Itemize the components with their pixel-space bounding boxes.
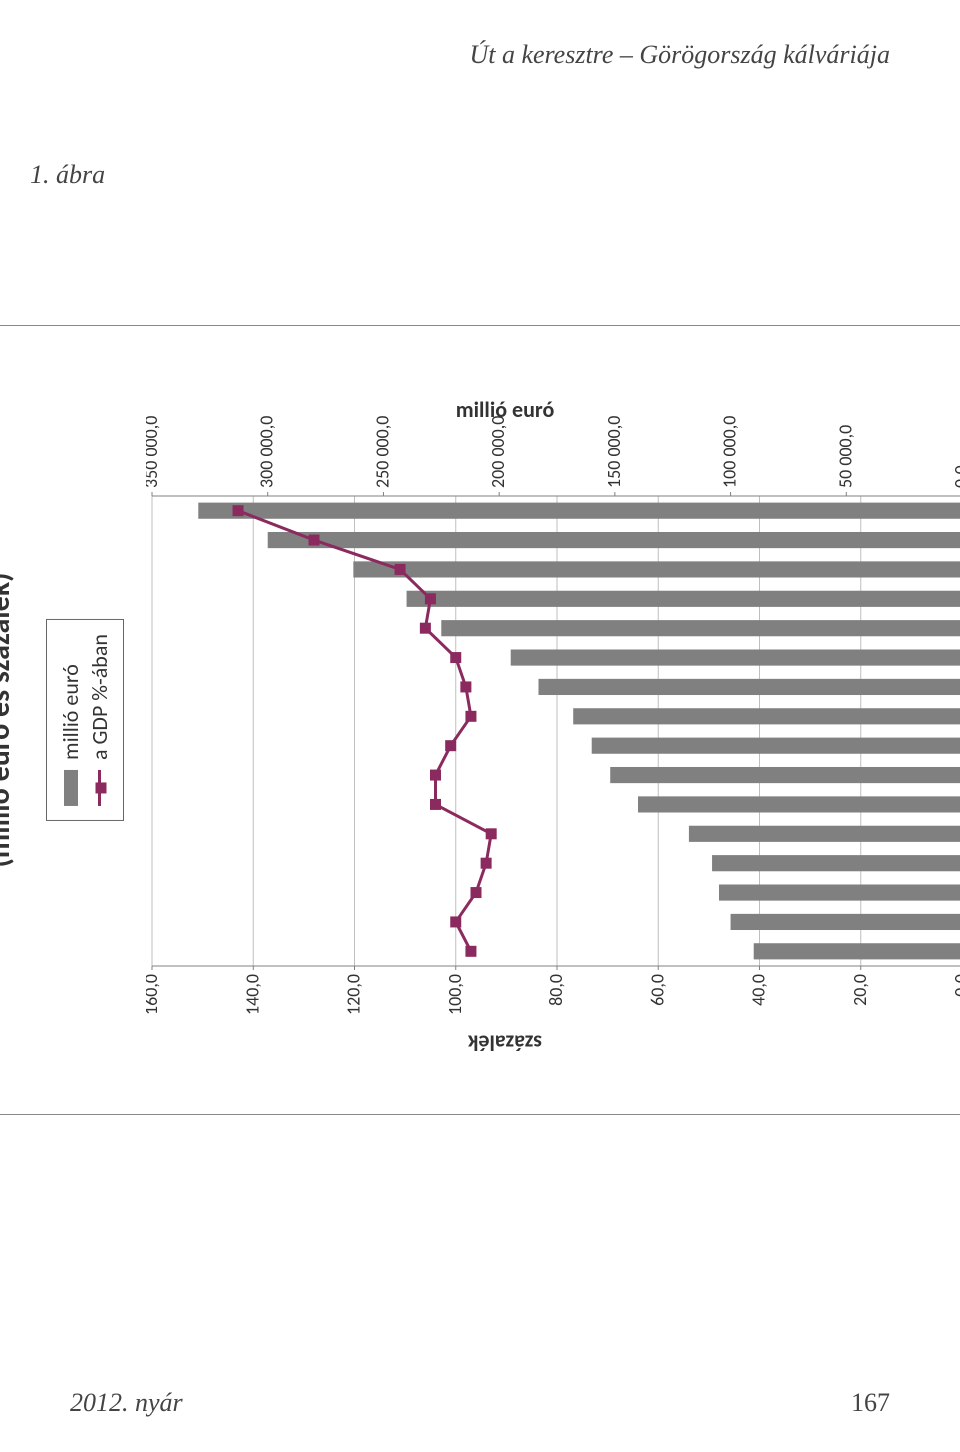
chart-container: Görögország bruttó konszolidált államadó… [0, 325, 960, 1115]
left-tick-label: 40,0 [748, 974, 770, 1006]
bar [638, 796, 960, 812]
left-tick-label: 20,0 [849, 974, 871, 1006]
chart-title-line2: (millió euró és százalék) [0, 572, 18, 867]
bar [198, 503, 960, 519]
bar [511, 649, 960, 665]
right-tick-label: 250 000,0 [371, 416, 393, 488]
gdp-marker [425, 593, 436, 604]
gdp-marker [420, 623, 431, 634]
bar [268, 532, 960, 548]
gdp-marker [309, 535, 320, 546]
legend-label-bars: millió euró [57, 664, 84, 760]
gdp-marker [430, 770, 441, 781]
gdp-marker [445, 740, 456, 751]
legend-label-line: a GDP %-ában [86, 634, 113, 760]
page-footer: 2012. nyár 167 [70, 1388, 890, 1418]
gdp-marker [465, 946, 476, 957]
right-tick-label: 100 000,0 [719, 416, 741, 488]
gdp-marker [460, 681, 471, 692]
gdp-marker [430, 799, 441, 810]
running-head: Út a keresztre – Görögország kálváriája [469, 40, 890, 70]
bar [712, 855, 960, 871]
footer-page-number: 167 [851, 1388, 890, 1418]
left-tick-label: 80,0 [545, 974, 567, 1006]
gdp-marker [486, 828, 497, 839]
legend-item-line: a GDP %-ában [86, 634, 113, 806]
bar [719, 884, 960, 900]
footer-left: 2012. nyár [70, 1388, 183, 1418]
gdp-marker [481, 858, 492, 869]
left-tick-label: 0,0 [950, 974, 960, 997]
bar [592, 738, 960, 754]
chart-frame: Görögország bruttó konszolidált államadó… [0, 325, 960, 1115]
bar [538, 679, 960, 695]
bar [689, 826, 960, 842]
bar [441, 620, 960, 636]
gdp-marker [395, 564, 406, 575]
gdp-marker [450, 916, 461, 927]
bar [353, 561, 960, 577]
gdp-marker [450, 652, 461, 663]
left-tick-label: 60,0 [646, 974, 668, 1006]
right-tick-label: 150 000,0 [603, 416, 625, 488]
left-axis-label: százalék [468, 1029, 542, 1056]
right-tick-label: 0,0 [950, 465, 960, 488]
left-tick-label: 100,0 [444, 974, 466, 1015]
bar [754, 943, 960, 959]
legend-swatch-bar [64, 770, 78, 806]
legend-item-bars: millió euró [57, 634, 84, 806]
bar [573, 708, 960, 724]
right-tick-label: 200 000,0 [487, 416, 509, 488]
gdp-marker [465, 711, 476, 722]
plot-area: 1995199619971998199920002001200220032004… [146, 416, 960, 1024]
bar [731, 914, 960, 930]
gdp-marker [233, 505, 244, 516]
right-tick-label: 50 000,0 [834, 425, 856, 488]
right-tick-label: 350 000,0 [146, 416, 162, 488]
left-tick-label: 120,0 [343, 974, 365, 1015]
gdp-marker [471, 887, 482, 898]
right-tick-label: 300 000,0 [256, 416, 278, 488]
plot-svg: 1995199619971998199920002001200220032004… [146, 416, 960, 1024]
legend-swatch-line [98, 770, 101, 806]
chart-legend: millió euró a GDP %-ában [46, 619, 124, 821]
chart-title: Görögország bruttó konszolidált államadó… [0, 354, 17, 1086]
figure-caption: 1. ábra [30, 160, 105, 190]
left-tick-label: 160,0 [146, 974, 162, 1015]
left-tick-label: 140,0 [241, 974, 263, 1015]
bar [610, 767, 960, 783]
bar [407, 591, 960, 607]
